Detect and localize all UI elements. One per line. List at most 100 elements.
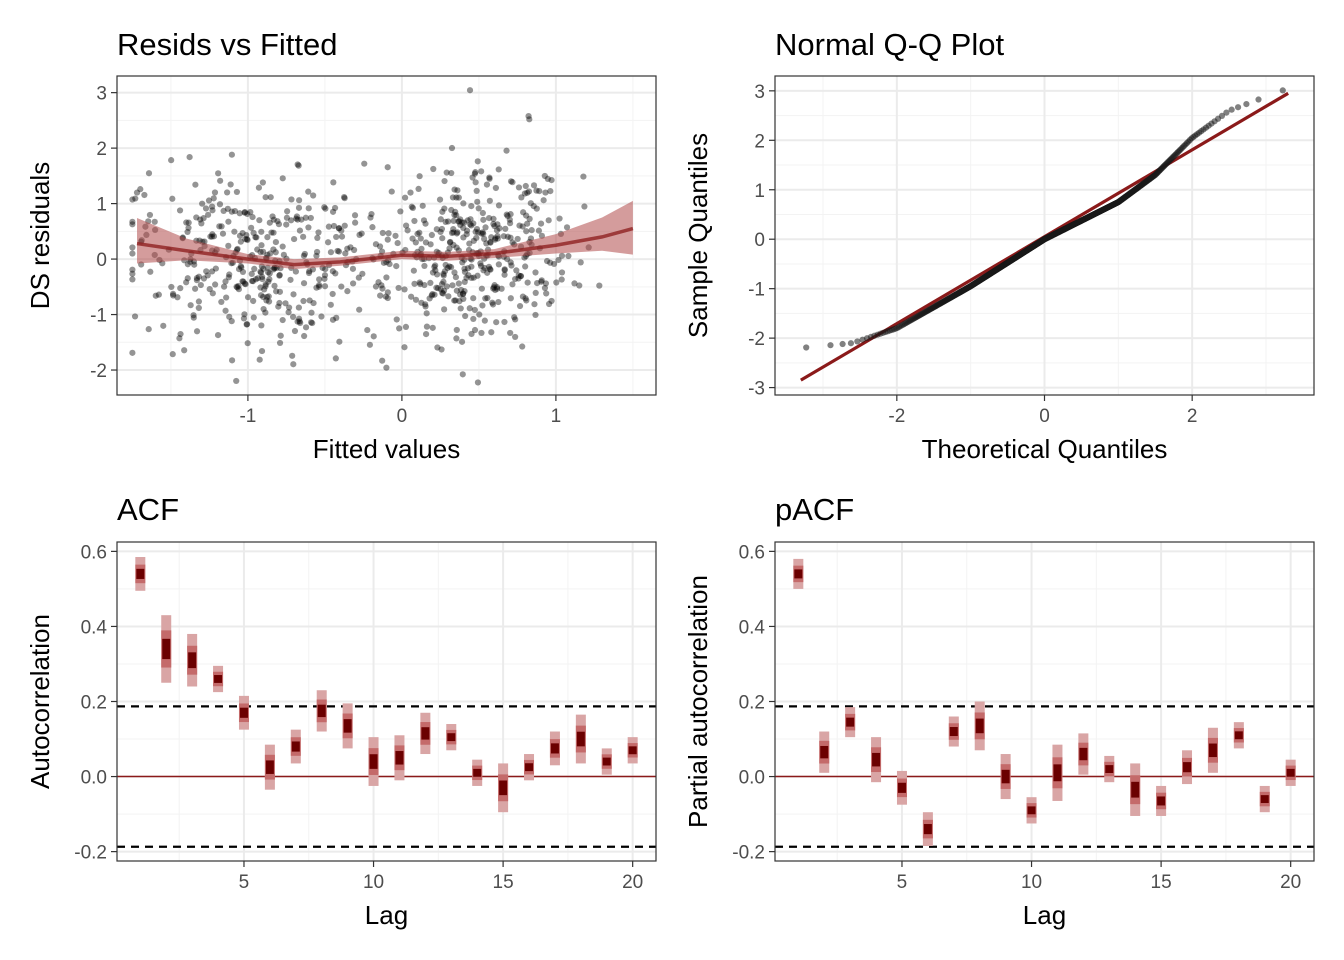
residual-point bbox=[170, 292, 177, 299]
residual-point bbox=[256, 356, 263, 363]
residual-point bbox=[241, 209, 248, 216]
residual-point bbox=[558, 276, 565, 283]
residual-point bbox=[487, 238, 494, 246]
residual-point bbox=[429, 324, 436, 331]
residual-point bbox=[481, 235, 488, 242]
residual-point bbox=[533, 205, 540, 212]
qq-point bbox=[827, 342, 834, 349]
x-tick-label: 10 bbox=[1021, 872, 1042, 893]
residual-point bbox=[193, 214, 200, 221]
residual-point bbox=[515, 184, 523, 191]
residual-point bbox=[518, 194, 525, 201]
residual-point bbox=[380, 259, 388, 266]
residual-point bbox=[250, 314, 257, 321]
residual-point bbox=[333, 314, 340, 321]
residual-point bbox=[506, 220, 514, 227]
residual-point bbox=[168, 283, 175, 291]
residual-point bbox=[241, 209, 248, 216]
residual-point bbox=[228, 318, 235, 325]
residual-point bbox=[541, 284, 549, 292]
residual-point bbox=[429, 291, 436, 298]
residual-point bbox=[392, 232, 399, 239]
residual-point bbox=[522, 295, 529, 302]
residual-point bbox=[495, 202, 503, 209]
residual-point bbox=[313, 284, 320, 291]
residual-point bbox=[347, 244, 354, 251]
residual-point bbox=[237, 238, 244, 245]
residual-point bbox=[187, 302, 194, 309]
residual-point bbox=[364, 326, 371, 334]
residual-point bbox=[300, 297, 307, 305]
residual-point bbox=[507, 329, 514, 337]
residual-point bbox=[470, 315, 477, 323]
residual-point bbox=[545, 300, 553, 308]
residual-point bbox=[321, 272, 329, 279]
residual-point bbox=[481, 317, 488, 324]
residual-point bbox=[543, 290, 550, 297]
residual-point bbox=[484, 269, 491, 276]
residual-point bbox=[558, 269, 566, 276]
residual-point bbox=[454, 229, 461, 236]
residual-point bbox=[501, 266, 508, 273]
residual-point bbox=[466, 240, 473, 247]
residual-point bbox=[325, 223, 332, 230]
residual-point bbox=[285, 309, 292, 316]
residual-point bbox=[215, 170, 222, 177]
residual-point bbox=[548, 177, 555, 184]
residual-point bbox=[507, 211, 514, 218]
residual-point bbox=[290, 235, 298, 243]
residual-point bbox=[450, 229, 457, 236]
residual-point bbox=[457, 286, 465, 294]
residual-point bbox=[270, 266, 277, 273]
residual-point bbox=[264, 234, 271, 241]
residual-point bbox=[300, 252, 308, 259]
residual-point bbox=[289, 352, 296, 359]
residual-point bbox=[427, 279, 434, 287]
residual-point bbox=[513, 267, 520, 274]
residual-point bbox=[503, 211, 510, 218]
residual-point bbox=[509, 179, 516, 186]
residual-point bbox=[243, 321, 251, 328]
residual-point bbox=[192, 181, 199, 188]
residual-point bbox=[243, 321, 250, 328]
residual-point bbox=[447, 238, 454, 246]
residual-point bbox=[470, 237, 477, 244]
x-axis-label: Fitted values bbox=[313, 434, 460, 464]
interval-core bbox=[576, 731, 585, 747]
residual-point bbox=[485, 263, 493, 270]
residual-point bbox=[427, 241, 434, 248]
residual-point bbox=[445, 218, 452, 225]
y-tick-label: 0.0 bbox=[81, 768, 107, 789]
residual-point bbox=[480, 230, 487, 237]
y-tick-label: 0.2 bbox=[739, 693, 765, 714]
residual-point bbox=[258, 347, 266, 355]
residual-point bbox=[284, 208, 291, 215]
residual-point bbox=[293, 215, 300, 222]
residual-point bbox=[495, 261, 502, 268]
residual-point bbox=[486, 197, 493, 204]
residual-point bbox=[460, 295, 467, 303]
qq-point bbox=[803, 344, 810, 351]
residual-point bbox=[535, 227, 543, 234]
residual-point bbox=[401, 286, 408, 293]
residual-point bbox=[335, 225, 343, 232]
residual-point bbox=[263, 297, 270, 304]
residual-point bbox=[265, 278, 272, 285]
residual-point bbox=[479, 302, 486, 309]
residual-point bbox=[183, 219, 190, 226]
residual-point bbox=[449, 282, 456, 289]
residual-point bbox=[321, 204, 328, 211]
residual-point bbox=[247, 209, 254, 216]
residual-point bbox=[492, 235, 499, 242]
residual-point bbox=[228, 208, 235, 215]
residual-point bbox=[231, 228, 238, 235]
residual-point bbox=[480, 216, 487, 223]
axis-ticks: -1 0 1 -2 -1 0 1 2 3 bbox=[90, 84, 561, 427]
residual-point bbox=[191, 261, 198, 268]
y-tick-label: 1 bbox=[754, 181, 765, 202]
residual-point bbox=[418, 299, 425, 306]
residual-point bbox=[329, 268, 336, 275]
residual-point bbox=[430, 165, 437, 173]
residual-point bbox=[176, 207, 184, 214]
residual-point bbox=[288, 217, 295, 224]
